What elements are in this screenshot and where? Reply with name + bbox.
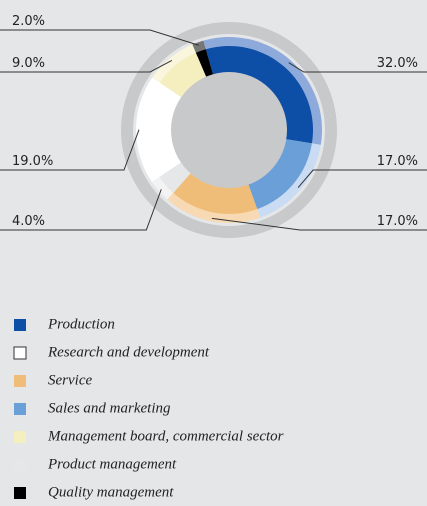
legend-swatch: [14, 459, 26, 471]
legend-label: Sales and marketing: [48, 400, 171, 416]
slice: [159, 52, 208, 99]
slice-rim: [151, 174, 176, 200]
legend-swatch: [14, 403, 26, 415]
slice: [159, 160, 193, 193]
legend-swatch: [13, 346, 27, 360]
leader-line: [0, 129, 140, 171]
legend-swatch: [14, 319, 26, 331]
leader-line: [288, 62, 427, 73]
legend-label: Quality management: [48, 484, 174, 500]
leader-line: [0, 60, 173, 73]
value-label: 19.0%: [12, 154, 53, 169]
slice-rim: [203, 36, 322, 145]
value-label: 9.0%: [12, 56, 45, 71]
legend-label: Product management: [47, 456, 177, 472]
slice: [205, 45, 313, 144]
slice: [173, 171, 258, 214]
value-label: 17.0%: [377, 154, 418, 169]
center: [171, 72, 287, 188]
legend-label: Service: [48, 372, 92, 388]
value-label: 2.0%: [12, 14, 45, 29]
value-label: 17.0%: [377, 214, 418, 229]
leader-line: [0, 29, 199, 46]
slice-rim: [167, 189, 261, 224]
value-label: 32.0%: [377, 56, 418, 71]
slice: [144, 82, 184, 177]
legend-swatch: [14, 487, 26, 499]
legend-label: Management board, commercial sector: [47, 428, 284, 444]
legend-swatch: [14, 431, 26, 443]
slice: [195, 49, 214, 80]
legend-swatch: [14, 375, 26, 387]
legend-label: Research and development: [47, 344, 210, 360]
slice: [247, 138, 312, 210]
leader-line: [297, 169, 427, 188]
slice-rim: [152, 44, 198, 85]
legend-label: Production: [47, 316, 115, 332]
leader-line: [0, 189, 162, 231]
leader-line: [211, 217, 427, 231]
value-label: 4.0%: [12, 214, 45, 229]
slice-rim: [136, 77, 163, 183]
